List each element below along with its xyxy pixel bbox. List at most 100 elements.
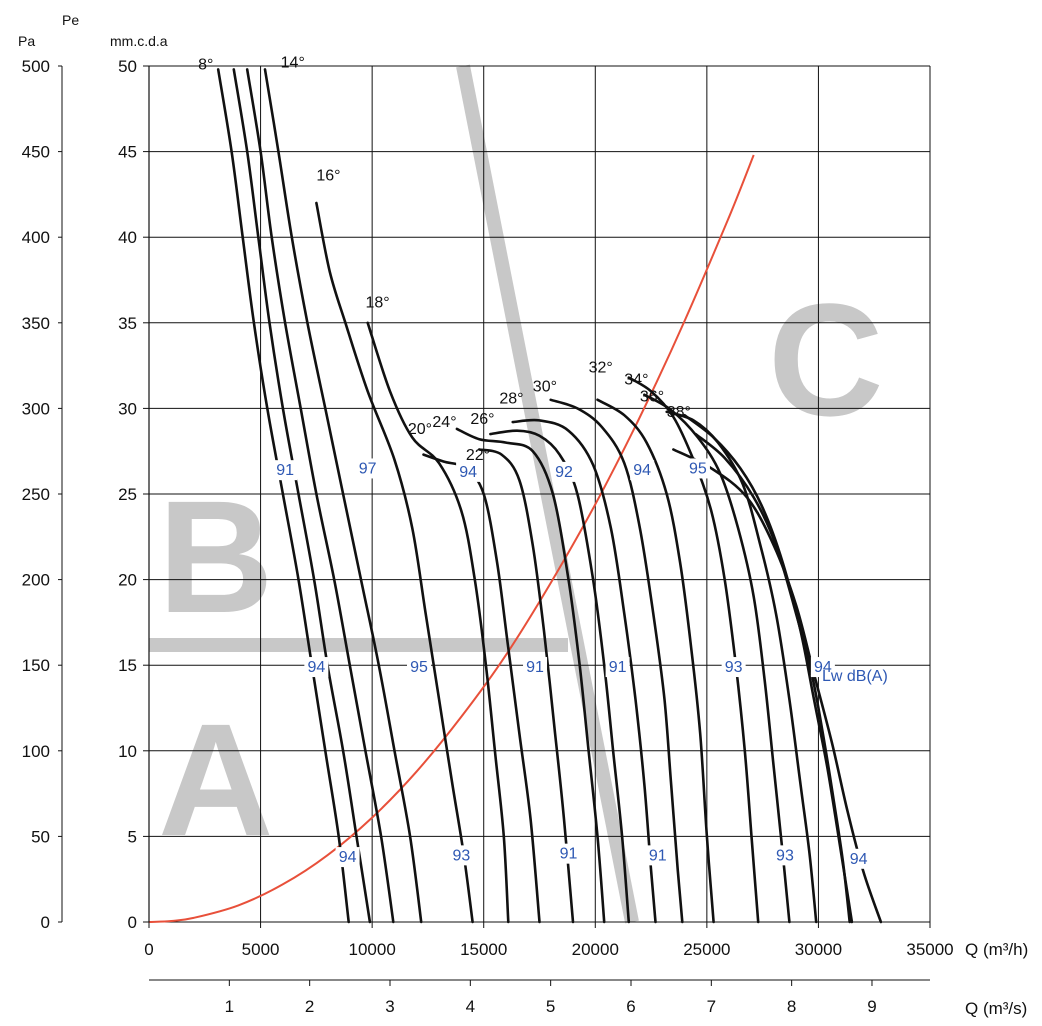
blade-angle-label: 16° xyxy=(316,168,340,185)
fan-curve xyxy=(489,429,631,924)
fan-curve xyxy=(422,453,541,924)
ms-tick-label: 2 xyxy=(305,997,314,1016)
blade-angle-label: 26° xyxy=(470,411,494,428)
fan-curve xyxy=(245,68,395,924)
fan-curve xyxy=(694,432,851,924)
fan-curve xyxy=(232,68,372,924)
x-axis-label-mh: Q (m³/h) xyxy=(965,940,1028,959)
noise-level-label: 95 xyxy=(410,659,428,676)
noise-label-bg xyxy=(523,657,548,678)
ms-tick-label: 9 xyxy=(867,997,876,1016)
noise-label-bg xyxy=(456,461,481,482)
noise-label-bg xyxy=(645,845,670,866)
mm-tick-label: 15 xyxy=(118,656,137,675)
noise-label-bg xyxy=(273,460,298,481)
blade-angle-label: 8° xyxy=(198,56,213,73)
noise-label-bg xyxy=(605,657,630,678)
noise-level-label: 93 xyxy=(725,659,743,676)
mm-tick-label: 45 xyxy=(118,143,137,162)
fan-curve xyxy=(549,398,684,924)
fan-curve xyxy=(596,398,715,924)
ms-tick-label: 1 xyxy=(225,997,234,1016)
mm-tick-label: 35 xyxy=(118,314,137,333)
noise-label-bg xyxy=(556,843,581,864)
mh-tick-label: 5000 xyxy=(242,940,280,959)
angle-labels: 8° 14° 16° 18° 20° 24° 26° 22° 28° 30° 32° 34°36°38… xyxy=(198,55,691,464)
mm-tick-label: 30 xyxy=(118,399,137,418)
fan-curves xyxy=(216,68,883,924)
noise-label-bg xyxy=(685,458,710,479)
pa-tick-label: 0 xyxy=(41,913,50,932)
ms-tick-label: 5 xyxy=(546,997,555,1016)
noise-label-bg xyxy=(846,848,871,869)
system-curve-layer xyxy=(148,154,755,923)
mh-tick-label: 35000 xyxy=(906,940,953,959)
chart-axes: 0501001502002503003504004505000510152025… xyxy=(22,57,954,1016)
mh-tick-label: 15000 xyxy=(460,940,507,959)
noise-level-label: 91 xyxy=(526,659,544,676)
noise-label-bg xyxy=(772,845,797,866)
noise-labels: 91 97 94 92 94 95 94 95 91 91 93 94 94 93 91 91 93 94 xyxy=(273,458,871,869)
system-curve xyxy=(148,154,755,923)
mm-tick-label: 50 xyxy=(118,57,137,76)
noise-level-label: 91 xyxy=(276,462,294,479)
noise-label-bg xyxy=(335,847,360,868)
pe-axis-label: Pe xyxy=(62,12,79,28)
noise-label-bg xyxy=(810,657,835,678)
blade-angle-label: 20° xyxy=(408,421,432,438)
mh-tick-label: 30000 xyxy=(795,940,842,959)
blade-angle-label: 24° xyxy=(432,414,456,431)
blade-angle-label: 14° xyxy=(281,55,305,72)
ms-tick-label: 6 xyxy=(626,997,635,1016)
fan-curve xyxy=(315,201,474,924)
fan-curve xyxy=(263,68,423,924)
noise-level-label: 94 xyxy=(814,659,832,676)
noise-label-bg xyxy=(552,461,577,482)
mh-tick-label: 0 xyxy=(144,940,153,959)
noise-label-bg xyxy=(449,845,474,866)
pa-tick-label: 400 xyxy=(22,228,50,247)
blade-angle-label: 28° xyxy=(499,390,523,407)
noise-label-bg xyxy=(630,460,655,481)
pa-tick-label: 150 xyxy=(22,656,50,675)
mm-tick-label: 0 xyxy=(128,913,137,932)
fan-curve xyxy=(366,321,510,924)
blade-angle-label: 36° xyxy=(640,389,664,406)
mm-axis-label: mm.c.d.a xyxy=(110,33,168,49)
noise-level-label: 91 xyxy=(560,846,578,863)
mh-tick-label: 20000 xyxy=(572,940,619,959)
mm-tick-label: 5 xyxy=(128,827,137,846)
noise-label-bg xyxy=(721,657,746,678)
mm-tick-label: 20 xyxy=(118,571,137,590)
zone-label-a: A xyxy=(158,690,274,869)
fan-curve xyxy=(672,448,883,924)
noise-label-bg xyxy=(407,657,432,678)
lw-db-label: Lw dB(A) xyxy=(822,668,888,685)
mh-tick-label: 10000 xyxy=(349,940,396,959)
noise-level-label: 95 xyxy=(689,460,707,477)
pa-tick-label: 100 xyxy=(22,742,50,761)
fan-curve xyxy=(216,68,350,924)
noise-level-label: 91 xyxy=(609,659,627,676)
ms-tick-label: 4 xyxy=(466,997,475,1016)
noise-level-label: 94 xyxy=(339,849,357,866)
noise-level-label: 94 xyxy=(307,659,325,676)
mm-tick-label: 25 xyxy=(118,485,137,504)
noise-level-label: 93 xyxy=(453,847,471,864)
zone-label-c: C xyxy=(768,270,884,449)
ms-tick-label: 7 xyxy=(707,997,716,1016)
pa-tick-label: 50 xyxy=(31,827,50,846)
blade-angle-label: 38° xyxy=(667,404,691,421)
blade-angle-label: 18° xyxy=(365,294,389,311)
pa-tick-label: 500 xyxy=(22,57,50,76)
blade-angle-label: 32° xyxy=(589,359,613,376)
fan-curve xyxy=(643,393,791,924)
noise-level-label: 97 xyxy=(359,460,377,477)
blade-angle-label: 30° xyxy=(533,378,557,395)
mh-tick-label: 25000 xyxy=(683,940,730,959)
pa-tick-label: 350 xyxy=(22,314,50,333)
noise-level-label: 94 xyxy=(459,464,477,481)
fan-curve xyxy=(478,448,575,924)
pa-tick-label: 300 xyxy=(22,399,50,418)
mm-tick-label: 40 xyxy=(118,228,137,247)
